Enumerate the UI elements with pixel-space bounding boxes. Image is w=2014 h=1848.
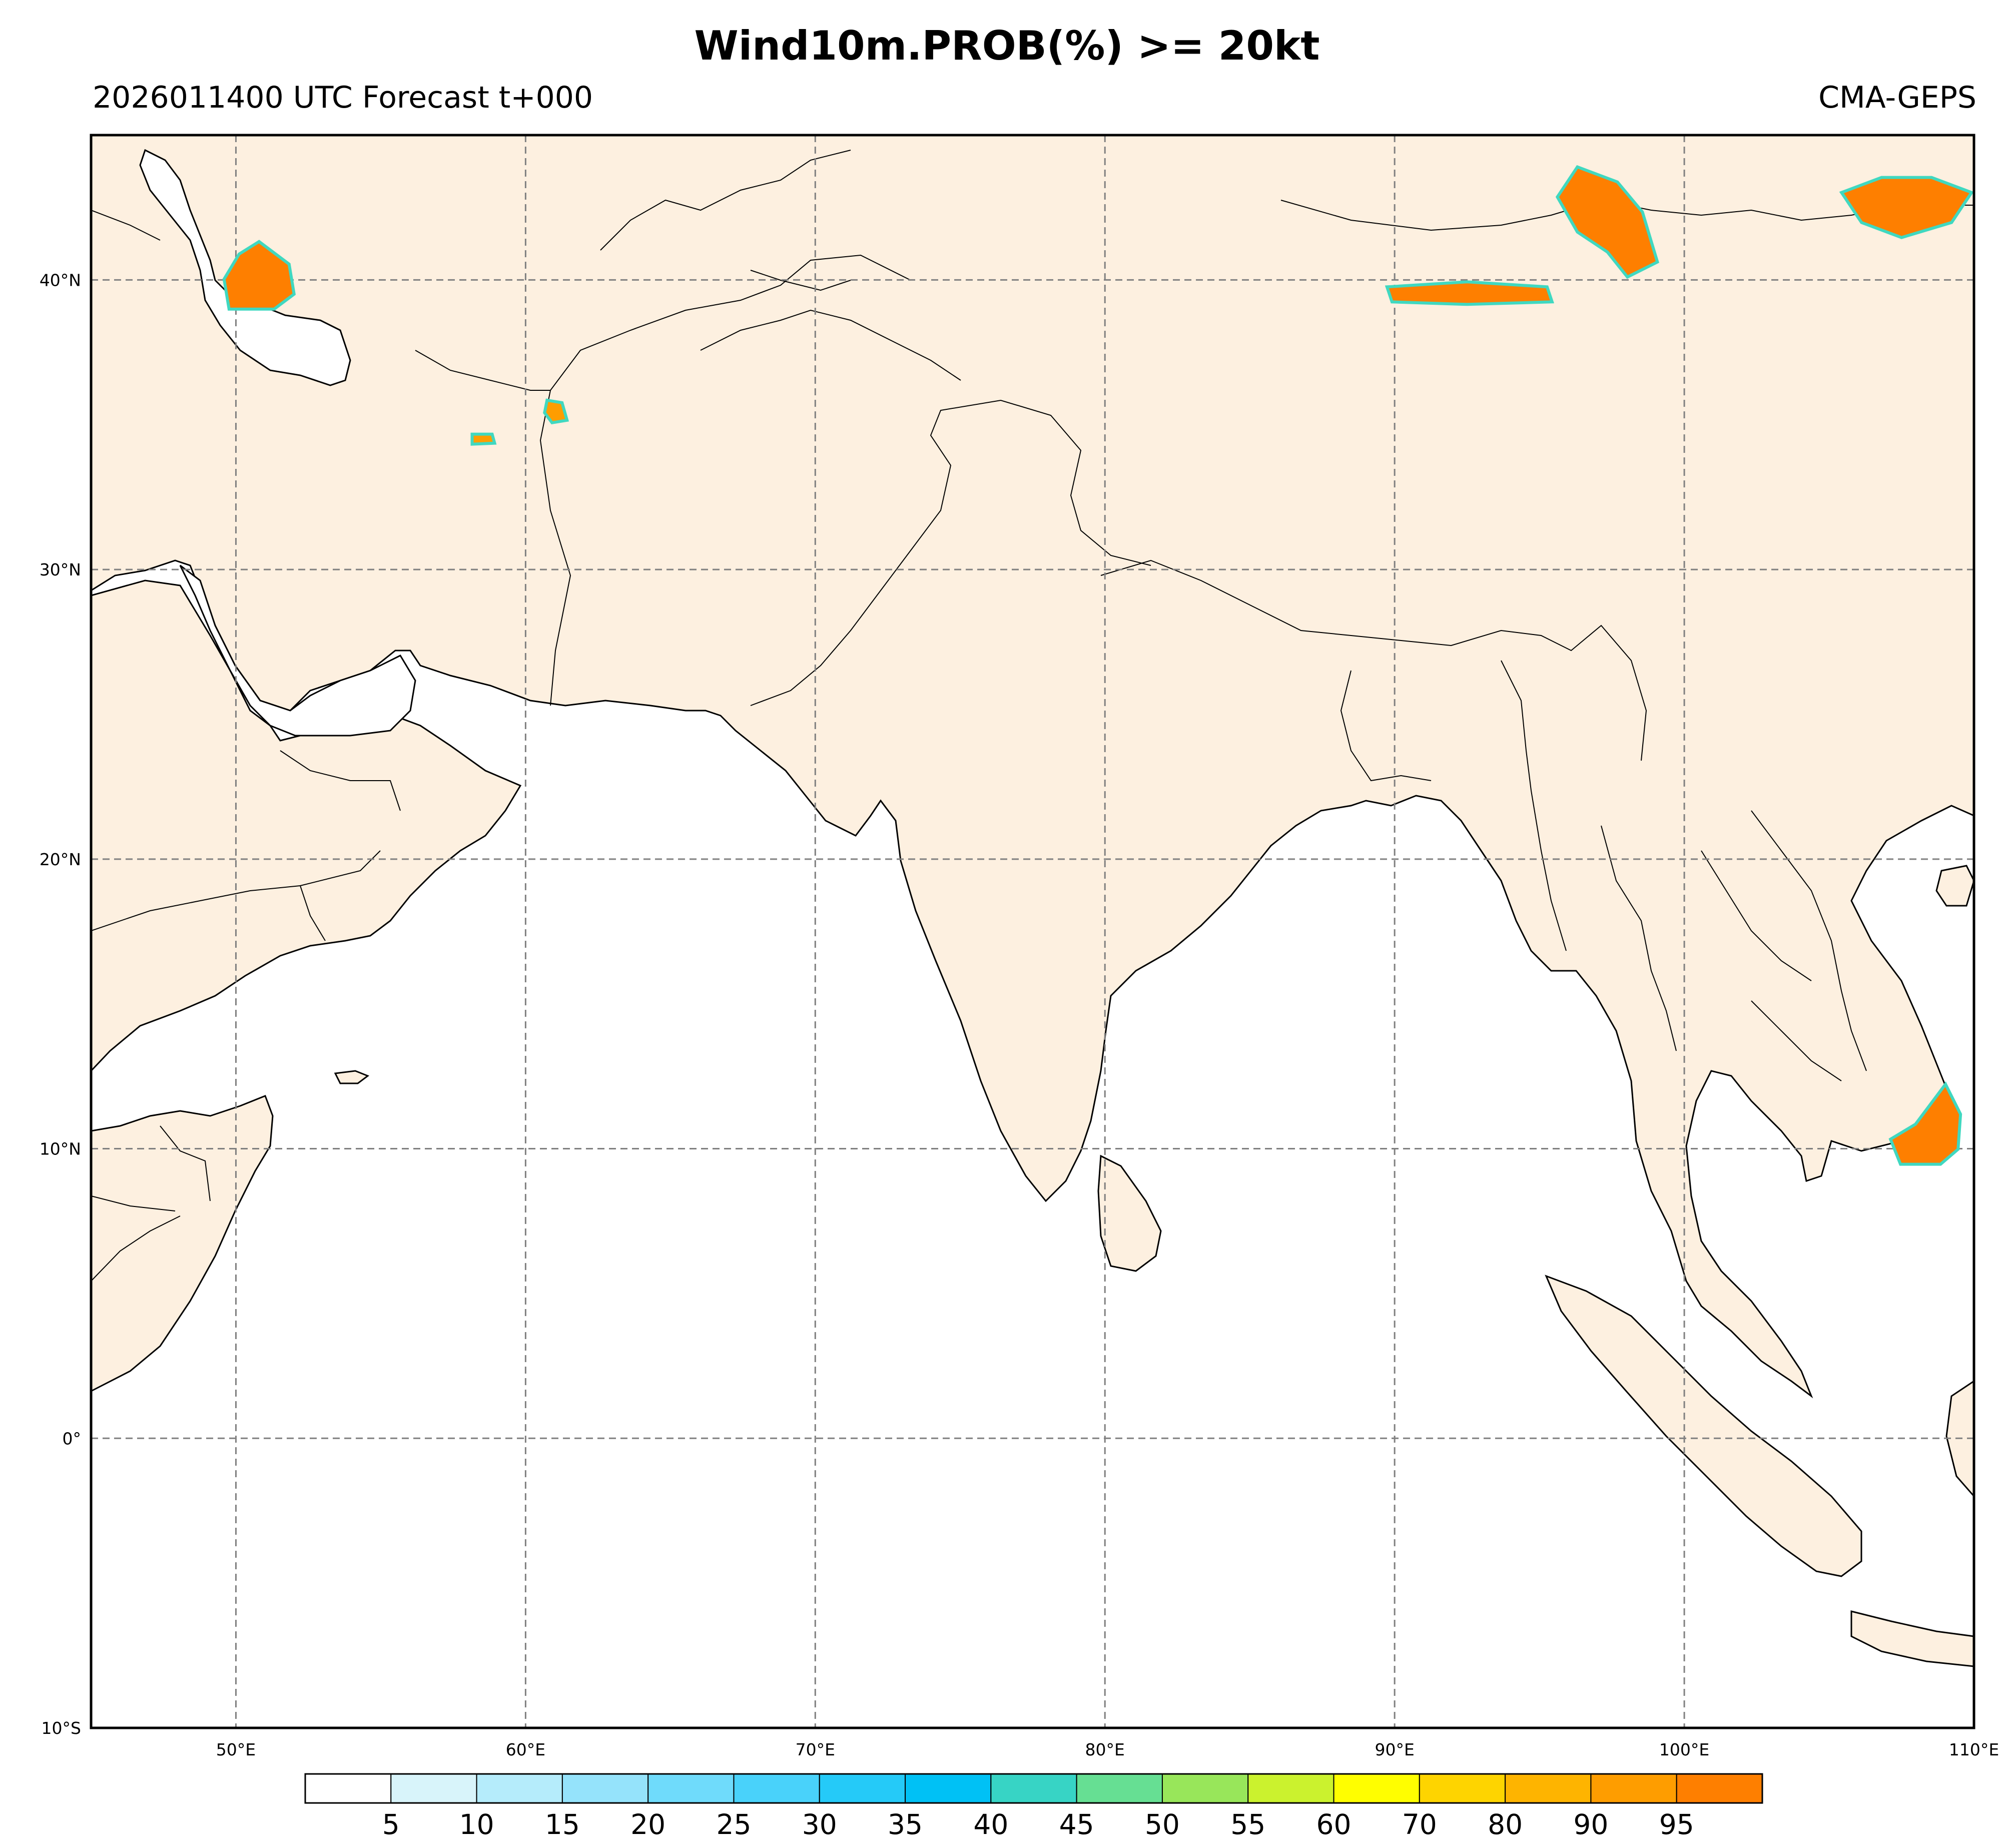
probability-area [543, 398, 569, 425]
colorbar-label: 25 [716, 1808, 751, 1840]
colorbar-swatch [1076, 1773, 1163, 1803]
chart-title: Wind10m.PROB(%) >= 20kt [694, 23, 1320, 69]
caspian-sea [139, 149, 351, 386]
probability-area [470, 432, 497, 446]
probability-area [1888, 1081, 1962, 1166]
longitude-labels: 50°E 60°E 70°E 80°E 90°E 100°E 110°E [216, 1740, 1999, 1759]
inland-water-layer [139, 149, 416, 737]
colorbar-swatch [1161, 1773, 1249, 1803]
eurasia-landmass [91, 135, 1974, 1399]
sumatra-island [1545, 1275, 1862, 1577]
colorbar-frame [304, 1773, 1763, 1804]
colorbar-label: 40 [973, 1808, 1008, 1840]
colorbar-swatch [1247, 1773, 1334, 1803]
colorbar-label: 5 [382, 1808, 400, 1840]
lat-tick-label: 10°S [42, 1718, 81, 1738]
lat-tick-label: 40°N [40, 270, 81, 290]
probability-area [1385, 280, 1555, 306]
probability-areas [222, 165, 1974, 1166]
colorbar-swatch [476, 1773, 563, 1803]
forecast-time-label: 2026011400 UTC Forecast t+000 [93, 80, 593, 115]
gridlines [91, 135, 1974, 1728]
colorbar-swatch [1505, 1773, 1592, 1803]
probability-area [222, 240, 296, 311]
colorbar-label: 55 [1230, 1808, 1265, 1840]
colorbar-swatch [647, 1773, 735, 1803]
lon-tick-label: 90°E [1375, 1740, 1414, 1759]
arabia-landmass [91, 579, 522, 1072]
lon-tick-label: 60°E [506, 1740, 545, 1759]
map-content [91, 135, 1974, 1728]
hainan-island [1935, 865, 1974, 907]
probability-area [1839, 176, 1974, 239]
colorbar-swatch [390, 1773, 477, 1803]
colorbar-swatch [819, 1773, 906, 1803]
colorbar-label: 30 [802, 1808, 837, 1840]
socotra-island [334, 1070, 370, 1084]
persian-gulf [179, 564, 416, 737]
africa-landmass [91, 1095, 274, 1392]
latitude-labels: 10°S 0° 10°N 20°N 30°N 40°N [40, 270, 81, 1738]
probability-area [1555, 165, 1659, 279]
colorbar-label: 50 [1145, 1808, 1180, 1840]
lat-tick-label: 0° [63, 1429, 82, 1448]
lat-tick-label: 20°N [40, 850, 81, 869]
model-name-label: CMA-GEPS [1818, 80, 1976, 115]
lon-tick-label: 110°E [1949, 1740, 1999, 1759]
colorbar-swatch [1333, 1773, 1420, 1803]
lon-tick-label: 80°E [1085, 1740, 1125, 1759]
colorbar-label: 20 [630, 1808, 665, 1840]
lon-tick-label: 50°E [216, 1740, 256, 1759]
colorbar-label: 60 [1316, 1808, 1352, 1840]
lat-tick-label: 30°N [40, 560, 81, 579]
colorbar-swatch [733, 1773, 820, 1803]
colorbar-label: 10 [459, 1808, 494, 1840]
java-island [1850, 1610, 1974, 1667]
sri-lanka-island [1097, 1154, 1162, 1272]
colorbar-label: 80 [1488, 1808, 1523, 1840]
colorbar-swatch [1419, 1773, 1506, 1803]
colorbar: 5 10 15 20 25 30 35 40 45 50 55 60 70 80 90 95 [304, 1773, 1763, 1840]
lon-tick-label: 70°E [796, 1740, 835, 1759]
colorbar-label: 90 [1573, 1808, 1608, 1840]
colorbar-swatch [1676, 1773, 1763, 1803]
colorbar-swatch [905, 1773, 992, 1803]
colorbar-label: 95 [1659, 1808, 1694, 1840]
colorbar-label: 15 [545, 1808, 580, 1840]
colorbar-swatch [561, 1773, 649, 1803]
colorbar-label: 45 [1059, 1808, 1094, 1840]
colorbar-swatch [990, 1773, 1077, 1803]
colorbar-label: 35 [888, 1808, 923, 1840]
country-borders [91, 150, 1974, 1282]
map-frame [90, 134, 1975, 1729]
lon-tick-label: 100°E [1659, 1740, 1709, 1759]
colorbar-label: 70 [1402, 1808, 1437, 1840]
land-layer [91, 135, 1974, 1667]
colorbar-swatch [1590, 1773, 1677, 1803]
colorbar-swatch [305, 1773, 392, 1803]
lat-tick-label: 10°N [40, 1139, 81, 1159]
